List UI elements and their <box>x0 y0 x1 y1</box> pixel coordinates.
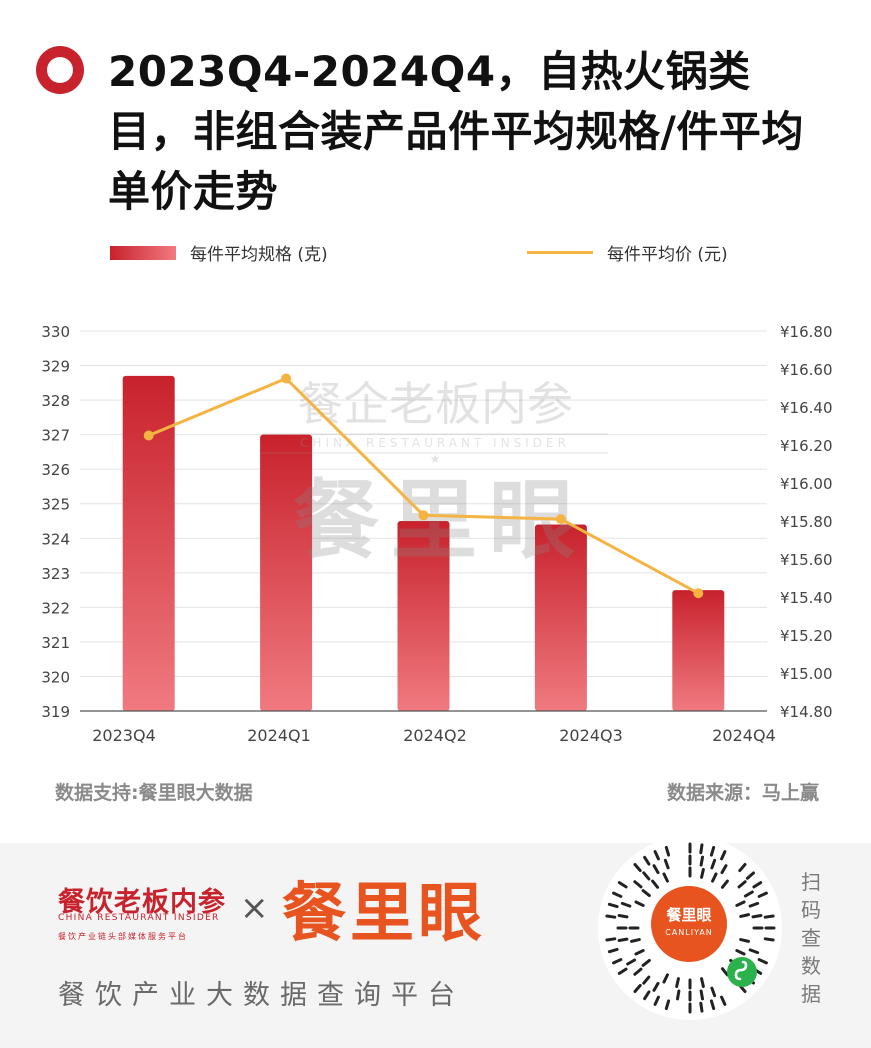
data-source-text: 数据来源：马上赢 <box>666 782 819 804</box>
y-right-tick-label: ¥16.80 <box>780 323 833 341</box>
y-left-tick-label: 329 <box>41 358 70 376</box>
footer-times-sign: × <box>240 888 269 928</box>
chart-title: 2023Q4-2024Q4，自热火锅类目，非组合装产品件平均规格/件平均单价走势 <box>108 47 804 216</box>
data-support-text: 数据支持:餐里眼大数据 <box>55 782 253 804</box>
price-point <box>555 514 566 525</box>
y-left-tick-label: 322 <box>41 599 70 617</box>
y-left-tick-label: 321 <box>41 634 70 652</box>
mini-program-icon <box>727 957 757 987</box>
watermark-star: ★ <box>430 452 441 466</box>
price-point <box>693 588 704 599</box>
y-right-tick-label: ¥16.00 <box>780 475 833 493</box>
watermark-brand: 餐里眼 <box>293 471 587 571</box>
y-left-tick-label: 319 <box>41 703 70 721</box>
x-tick-label: 2024Q1 <box>247 726 311 745</box>
y-right-tick-label: ¥15.60 <box>780 551 833 569</box>
y-right-tick-label: ¥15.40 <box>780 589 833 607</box>
scan-to-query-label: 扫码查数据 <box>801 870 821 1006</box>
title-circle-icon <box>36 46 84 94</box>
price-point <box>418 510 429 521</box>
price-point <box>281 373 292 384</box>
line-layer <box>143 373 704 599</box>
bar <box>534 524 587 711</box>
chart-svg: 餐企老板内参 CHINA RESTAURANT INSIDER ★ 餐里眼 31… <box>41 323 832 745</box>
y-right-tick-label: ¥15.80 <box>780 513 833 531</box>
x-tick-label: 2024Q3 <box>559 726 623 745</box>
y-right-tick-label: ¥16.60 <box>780 361 833 379</box>
bar <box>260 434 313 711</box>
legend-bar-label: 每件平均规格 (克) <box>190 245 328 265</box>
legend-line-swatch <box>527 251 593 254</box>
y-right-tick-label: ¥16.40 <box>780 399 833 417</box>
y-left-tick-label: 323 <box>41 565 70 583</box>
axis-layer: 319 320 321 322 323 324 325 326 327 328 329 330 ¥14.… <box>41 323 832 745</box>
legend-line-label: 每件平均价 (元) <box>607 245 728 265</box>
y-left-tick-label: 320 <box>41 668 70 686</box>
bar <box>672 590 725 711</box>
bar-layer <box>122 375 725 711</box>
y-left-tick-label: 330 <box>41 323 70 341</box>
y-right-tick-label: ¥16.20 <box>780 437 833 455</box>
footer-brand-canyin: 餐饮老板内参 <box>58 887 226 918</box>
legend-bar-swatch <box>110 245 176 260</box>
price-point <box>143 430 154 441</box>
bar <box>122 375 175 711</box>
y-right-tick-label: ¥14.80 <box>780 703 833 721</box>
watermark: 餐企老板内参 CHINA RESTAURANT INSIDER ★ 餐里眼 <box>262 377 608 571</box>
footer-brand-canyin-en: CHINA RESTAURANT INSIDER <box>58 913 220 923</box>
footer-tagline: 餐饮产业大数据查询平台 <box>58 980 465 1011</box>
y-left-tick-label: 328 <box>41 392 70 410</box>
y-right-tick-label: ¥15.20 <box>780 627 833 645</box>
x-tick-label: 2024Q4 <box>712 726 776 745</box>
y-left-tick-label: 324 <box>41 530 70 548</box>
legend-line: 每件平均价 (元) <box>527 240 728 265</box>
qr-center-logo: 餐里眼 CANLIYAN <box>651 886 727 962</box>
footer-brand-canliyan: 餐里眼 <box>282 877 486 951</box>
y-right-tick-label: ¥15.00 <box>780 665 833 683</box>
legend-bar: 每件平均规格 (克) <box>110 240 328 265</box>
watermark-cn: 餐企老板内参 <box>297 377 573 431</box>
x-tick-label: 2024Q2 <box>403 726 467 745</box>
qr-center-cn: 餐里眼 <box>666 906 712 924</box>
y-left-tick-label: 325 <box>41 496 70 514</box>
y-left-tick-label: 327 <box>41 427 70 445</box>
watermark-en: CHINA RESTAURANT INSIDER <box>300 436 570 450</box>
footer-brand-canyin-sub: 餐饮产业链头部媒体服务平台 <box>58 932 188 941</box>
bar <box>397 521 450 711</box>
y-left-tick-label: 326 <box>41 461 70 479</box>
x-tick-label: 2023Q4 <box>92 726 156 745</box>
qr-center-en: CANLIYAN <box>665 928 713 937</box>
